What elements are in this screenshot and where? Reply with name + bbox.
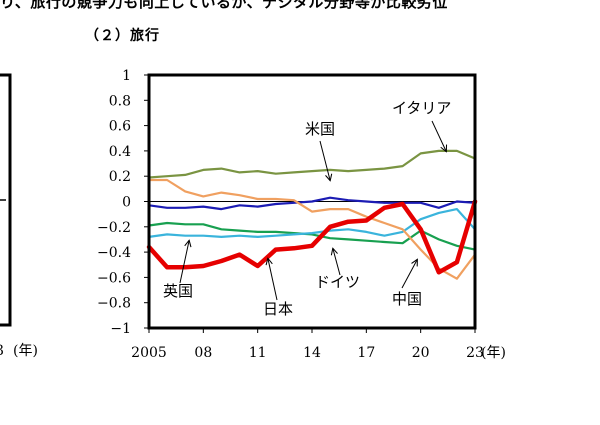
annotation-label: ドイツ bbox=[315, 273, 360, 291]
y-tick-label: 0.4 bbox=[109, 144, 131, 160]
x-tick-label: 20 bbox=[412, 345, 430, 361]
series-line-6 bbox=[146, 199, 478, 275]
annotation-arrow bbox=[333, 249, 341, 276]
y-tick-label: −0.6 bbox=[97, 270, 131, 286]
annotation-arrow bbox=[401, 260, 417, 289]
y-tick-label: −0.4 bbox=[97, 245, 131, 261]
series-line-5 bbox=[147, 178, 477, 280]
x-tick-label: 08 bbox=[194, 345, 212, 361]
x-tick-label: 14 bbox=[303, 345, 321, 361]
y-tick-label: 0 bbox=[122, 195, 131, 211]
x-tick-label: 2005 bbox=[131, 345, 167, 361]
y-tick-label: −0.2 bbox=[97, 220, 131, 236]
y-tick-label: −1 bbox=[110, 321, 131, 337]
page-header-fragment: り、旅行の競争力も向上しているが、デジタル分野等が比較劣位 bbox=[0, 0, 448, 11]
annotation-arrow bbox=[319, 140, 330, 180]
plot-frame bbox=[147, 73, 477, 330]
annotation-arrow bbox=[268, 259, 278, 301]
x-axis-unit: (年) bbox=[481, 345, 506, 361]
y-tick-label: −0.8 bbox=[97, 296, 131, 312]
series-line-1 bbox=[147, 149, 477, 179]
left-panel-year-unit: (年) bbox=[13, 343, 38, 359]
y-tick-label: 1 bbox=[122, 68, 131, 84]
left-panel-frame bbox=[0, 73, 12, 327]
annotation-label: 日本 bbox=[263, 300, 293, 318]
x-tick-label: 17 bbox=[357, 345, 375, 361]
series-line-2 bbox=[147, 196, 477, 211]
y-tick-label: 0.2 bbox=[109, 169, 131, 185]
annotation-label: 英国 bbox=[163, 282, 193, 300]
y-tick-label: 0.6 bbox=[109, 119, 131, 135]
y-tick-label: 0.8 bbox=[109, 93, 131, 109]
annotation-label: 米国 bbox=[305, 120, 335, 138]
annotation-arrow bbox=[179, 241, 189, 284]
x-tick-label: 23 bbox=[466, 345, 484, 361]
x-tick-label: 11 bbox=[249, 345, 267, 361]
series-line-4 bbox=[147, 208, 477, 238]
annotation-label: イタリア bbox=[392, 99, 451, 117]
annotation-arrow bbox=[431, 120, 446, 151]
left-panel-tick-label: 3 bbox=[0, 343, 4, 359]
panel-title: （２）旅行 bbox=[85, 28, 160, 44]
annotation-label: 中国 bbox=[392, 290, 422, 308]
